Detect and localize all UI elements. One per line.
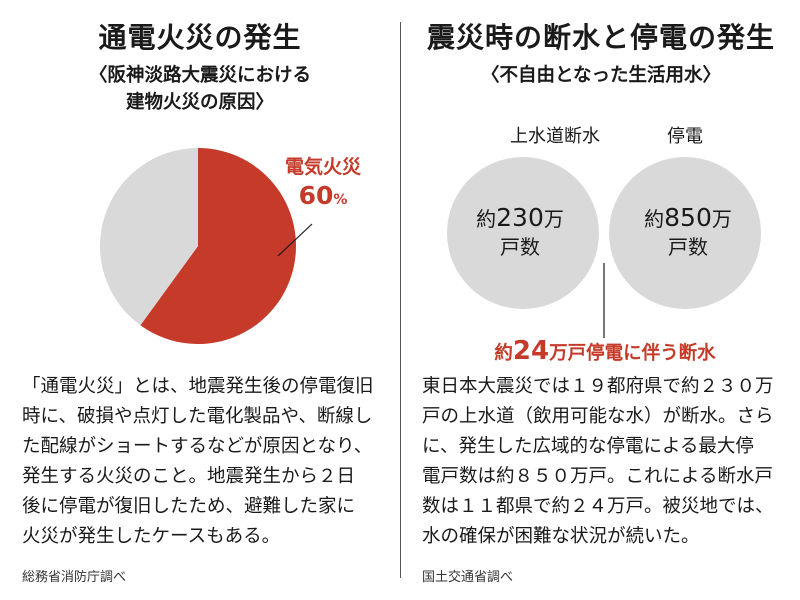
venn-set-a-name: 上水道断水 (510, 126, 600, 147)
left-panel: 通電火災の発生 〈阪神淡路大震災における 建物火災の原因〉 電気火災 60% 「… (0, 21, 400, 585)
pie-description-line-4: 発生する火災のこと。地震発生から２日 (22, 466, 356, 487)
right-panel: 震災時の断水と停電の発生 〈不自由となった生活用水〉 上水道断水 停電 約230… (402, 0, 800, 600)
venn-subtitle: 〈不自由となった生活用水〉 (481, 65, 721, 86)
venn-intersection-prefix: 約 (494, 343, 513, 364)
venn-set-b-prefix: 約 (644, 207, 665, 231)
pie-description: 「通電火災」とは、地震発生後の停電復旧 時に、破損や点灯した電化製品や、断線し … (22, 372, 384, 552)
venn-intersection-suffix: 万戸停電に伴う断水 (549, 343, 716, 364)
pie-title: 通電火災の発生 (98, 21, 302, 54)
venn-intersection-label: 約24万戸停電に伴う断水 (460, 336, 750, 366)
venn-set-b-line2: 戸数 (668, 235, 708, 259)
pie-source: 総務省消防庁調べ (22, 570, 127, 585)
venn-set-a-circle (447, 157, 599, 309)
pie-slice-unit: % (333, 192, 348, 208)
venn-description-line-4: 電戸数は約８５０万戸。これによる断水戸 (422, 466, 773, 487)
venn-set-b-number: 850 (664, 203, 712, 232)
pie-subtitle: 〈阪神淡路大震災における 建物火災の原因〉 (0, 62, 400, 116)
venn-set-b-circle (609, 157, 761, 309)
pie-leader-line (277, 223, 313, 257)
pie-subtitle-line-2: 建物火災の原因〉 (125, 92, 274, 113)
pie-description-line-1: 「通電火災」とは、地震発生後の停電復旧 (22, 376, 374, 397)
venn-set-a-unit: 万 (543, 207, 564, 231)
venn-diagram (447, 157, 761, 338)
venn-description-line-2: 戸の上水道（飲用可能な水）が断水。さら (422, 406, 774, 427)
pie-slice-1 (140, 148, 297, 345)
pie-description-line-3: た配線がショートするなどが原因となり、 (22, 436, 373, 457)
pie-slice-label: 電気火災 60% (276, 152, 370, 210)
pie-description-line-6: 火災が発生したケースもある。 (22, 526, 281, 547)
venn-description-line-5: 数は１１都県で約２４万戸。被災地では、 (422, 496, 774, 517)
venn-title: 震災時の断水と停電の発生 (426, 21, 775, 54)
venn-description-line-3: に、発生した広域的な停電による最大停 (422, 436, 754, 457)
venn-set-b-value: 約850万 戸数 (628, 204, 748, 261)
pie-slice-name: 電気火災 (284, 156, 361, 178)
pie-chart (100, 148, 313, 345)
venn-set-a-line2: 戸数 (500, 235, 540, 259)
pie-description-line-2: 時に、破損や点灯した電化製品や、断線し (22, 406, 373, 427)
venn-intersection-number: 24 (512, 336, 550, 366)
venn-set-b-name: 停電 (667, 126, 703, 147)
venn-set-a-prefix: 約 (476, 207, 497, 231)
venn-set-a-number: 230 (496, 203, 544, 232)
pie-subtitle-line-1: 〈阪神淡路大震災における (88, 65, 311, 86)
panel-divider (400, 22, 401, 578)
pie-slice-value: 60 (298, 181, 334, 210)
pie-description-line-5: 後に停電が復旧したため、避難した家に (22, 496, 356, 517)
venn-description-line-1: 東日本大震災では１９都府県で約２３０万 (422, 376, 774, 397)
venn-set-b-unit: 万 (711, 207, 732, 231)
venn-description: 東日本大震災では１９都府県で約２３０万 戸の上水道（飲用可能な水）が断水。さら … (422, 372, 784, 552)
pie-slice-2 (100, 148, 198, 326)
venn-set-a-value: 約230万 戸数 (460, 204, 580, 261)
venn-description-line-6: 水の確保が困難な状況が続いた。 (422, 526, 700, 547)
venn-source: 国土交通省調べ (422, 570, 514, 585)
